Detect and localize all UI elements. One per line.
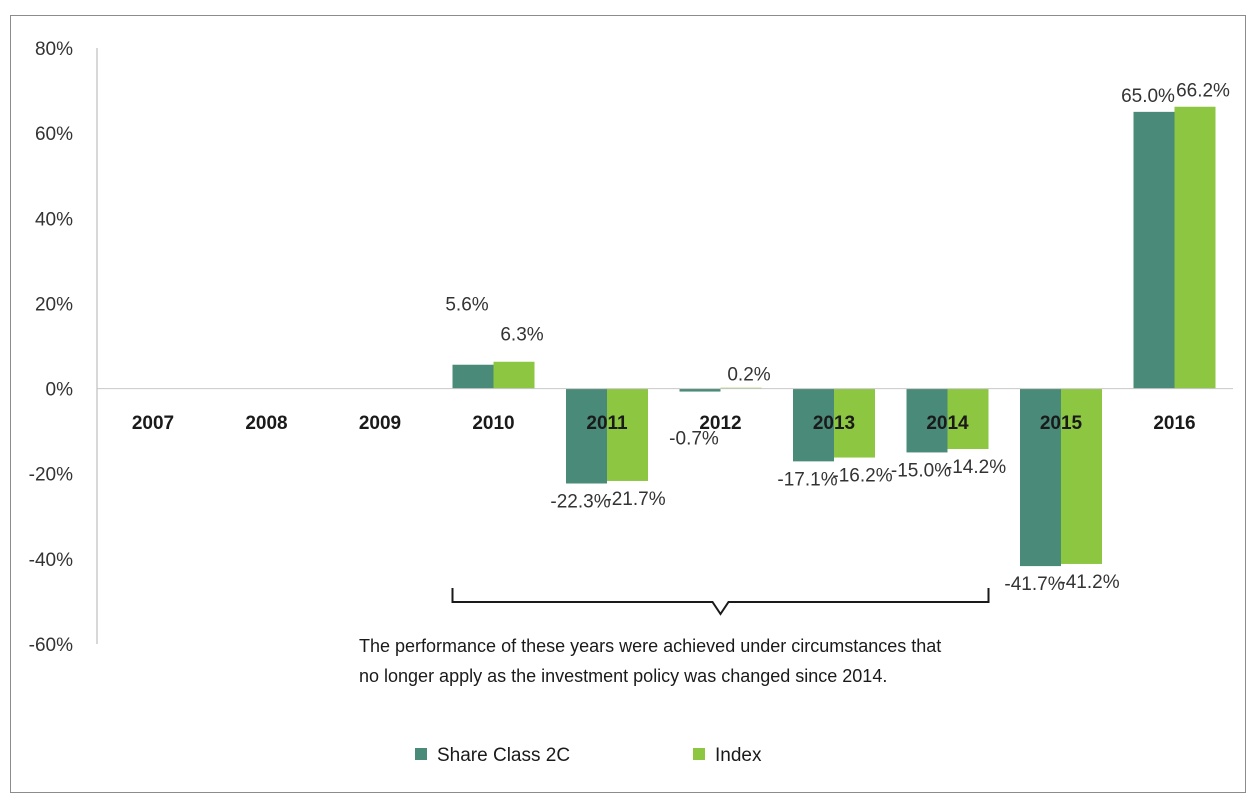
data-label: -41.2% xyxy=(1059,572,1119,593)
legend-swatch-share-class-2c xyxy=(415,748,427,760)
category-label: 2013 xyxy=(813,413,855,434)
data-label: 5.6% xyxy=(445,295,488,316)
category-label: 2012 xyxy=(699,413,741,434)
bar xyxy=(493,361,535,389)
legend-label-index: Index xyxy=(715,745,762,766)
data-label: -41.7% xyxy=(1004,574,1064,595)
annotation-brace xyxy=(451,588,990,616)
data-label: 6.3% xyxy=(500,325,543,346)
legend-swatch-index xyxy=(693,748,705,760)
data-label: -14.2% xyxy=(946,457,1006,478)
bar xyxy=(906,388,948,453)
legend: Share Class 2C Index xyxy=(415,745,762,766)
bar xyxy=(679,388,721,392)
bar-chart: 80%60%40%20%0%-20%-40%-60% 2007 2008 2009 2… xyxy=(29,39,1233,766)
bar xyxy=(1133,111,1175,389)
category-label: 2016 xyxy=(1153,413,1195,434)
chart-frame: 80% 60% 40% 20% 0% -20% -40% -60% 2007 2008 2009 2… xyxy=(10,15,1246,793)
bar xyxy=(834,388,875,458)
y-tick-label: 60% xyxy=(35,124,73,145)
category-label: 2010 xyxy=(472,413,514,434)
legend-label-share-class-2c: Share Class 2C xyxy=(437,745,570,766)
y-tick-label: -60% xyxy=(29,635,73,656)
y-axis: 80% 60% 40% 20% 0% -20% -40% -60% xyxy=(29,39,98,656)
y-tick-label: 20% xyxy=(35,294,73,315)
y-tick-label: 80% xyxy=(35,39,73,60)
y-tick-label: 0% xyxy=(46,380,74,401)
data-label: 0.2% xyxy=(727,365,770,386)
y-tick-label: 40% xyxy=(35,209,73,230)
bar xyxy=(1020,388,1061,567)
bar xyxy=(452,364,494,389)
category-label: 2009 xyxy=(359,413,401,434)
category-labels: 2007 2008 2009 2010 2011 2012 2013 2014 2015 2016 xyxy=(132,413,1196,434)
bar xyxy=(1061,388,1102,564)
data-label: 65.0% xyxy=(1121,86,1175,107)
data-label: -0.7% xyxy=(669,429,719,450)
category-label: 2014 xyxy=(926,413,969,434)
data-label: -21.7% xyxy=(605,489,665,510)
annotation-text-line-2: no longer apply as the investment policy… xyxy=(359,666,887,686)
data-label: -16.2% xyxy=(832,466,892,487)
annotation: The performance of these years were achi… xyxy=(359,588,990,686)
y-tick-label: -40% xyxy=(29,550,73,571)
bar xyxy=(607,388,648,481)
bar xyxy=(566,388,607,484)
category-label: 2008 xyxy=(245,413,287,434)
data-label: -17.1% xyxy=(777,469,837,490)
bar xyxy=(793,388,834,462)
bars xyxy=(452,106,1216,567)
bar xyxy=(947,388,989,450)
y-tick-label: -20% xyxy=(29,465,73,486)
data-label: -15.0% xyxy=(891,460,951,481)
data-labels: 5.6% -22.3% -0.7% -17.1% -15.0% -41.7% 65.0% 6.… xyxy=(445,81,1230,595)
data-label: -22.3% xyxy=(550,492,610,513)
annotation-text-line-1: The performance of these years were achi… xyxy=(359,636,941,656)
category-label: 2015 xyxy=(1040,413,1083,434)
data-label: 66.2% xyxy=(1176,81,1230,102)
category-label: 2011 xyxy=(586,413,628,434)
category-label: 2007 xyxy=(132,413,174,434)
bar xyxy=(1174,106,1216,389)
